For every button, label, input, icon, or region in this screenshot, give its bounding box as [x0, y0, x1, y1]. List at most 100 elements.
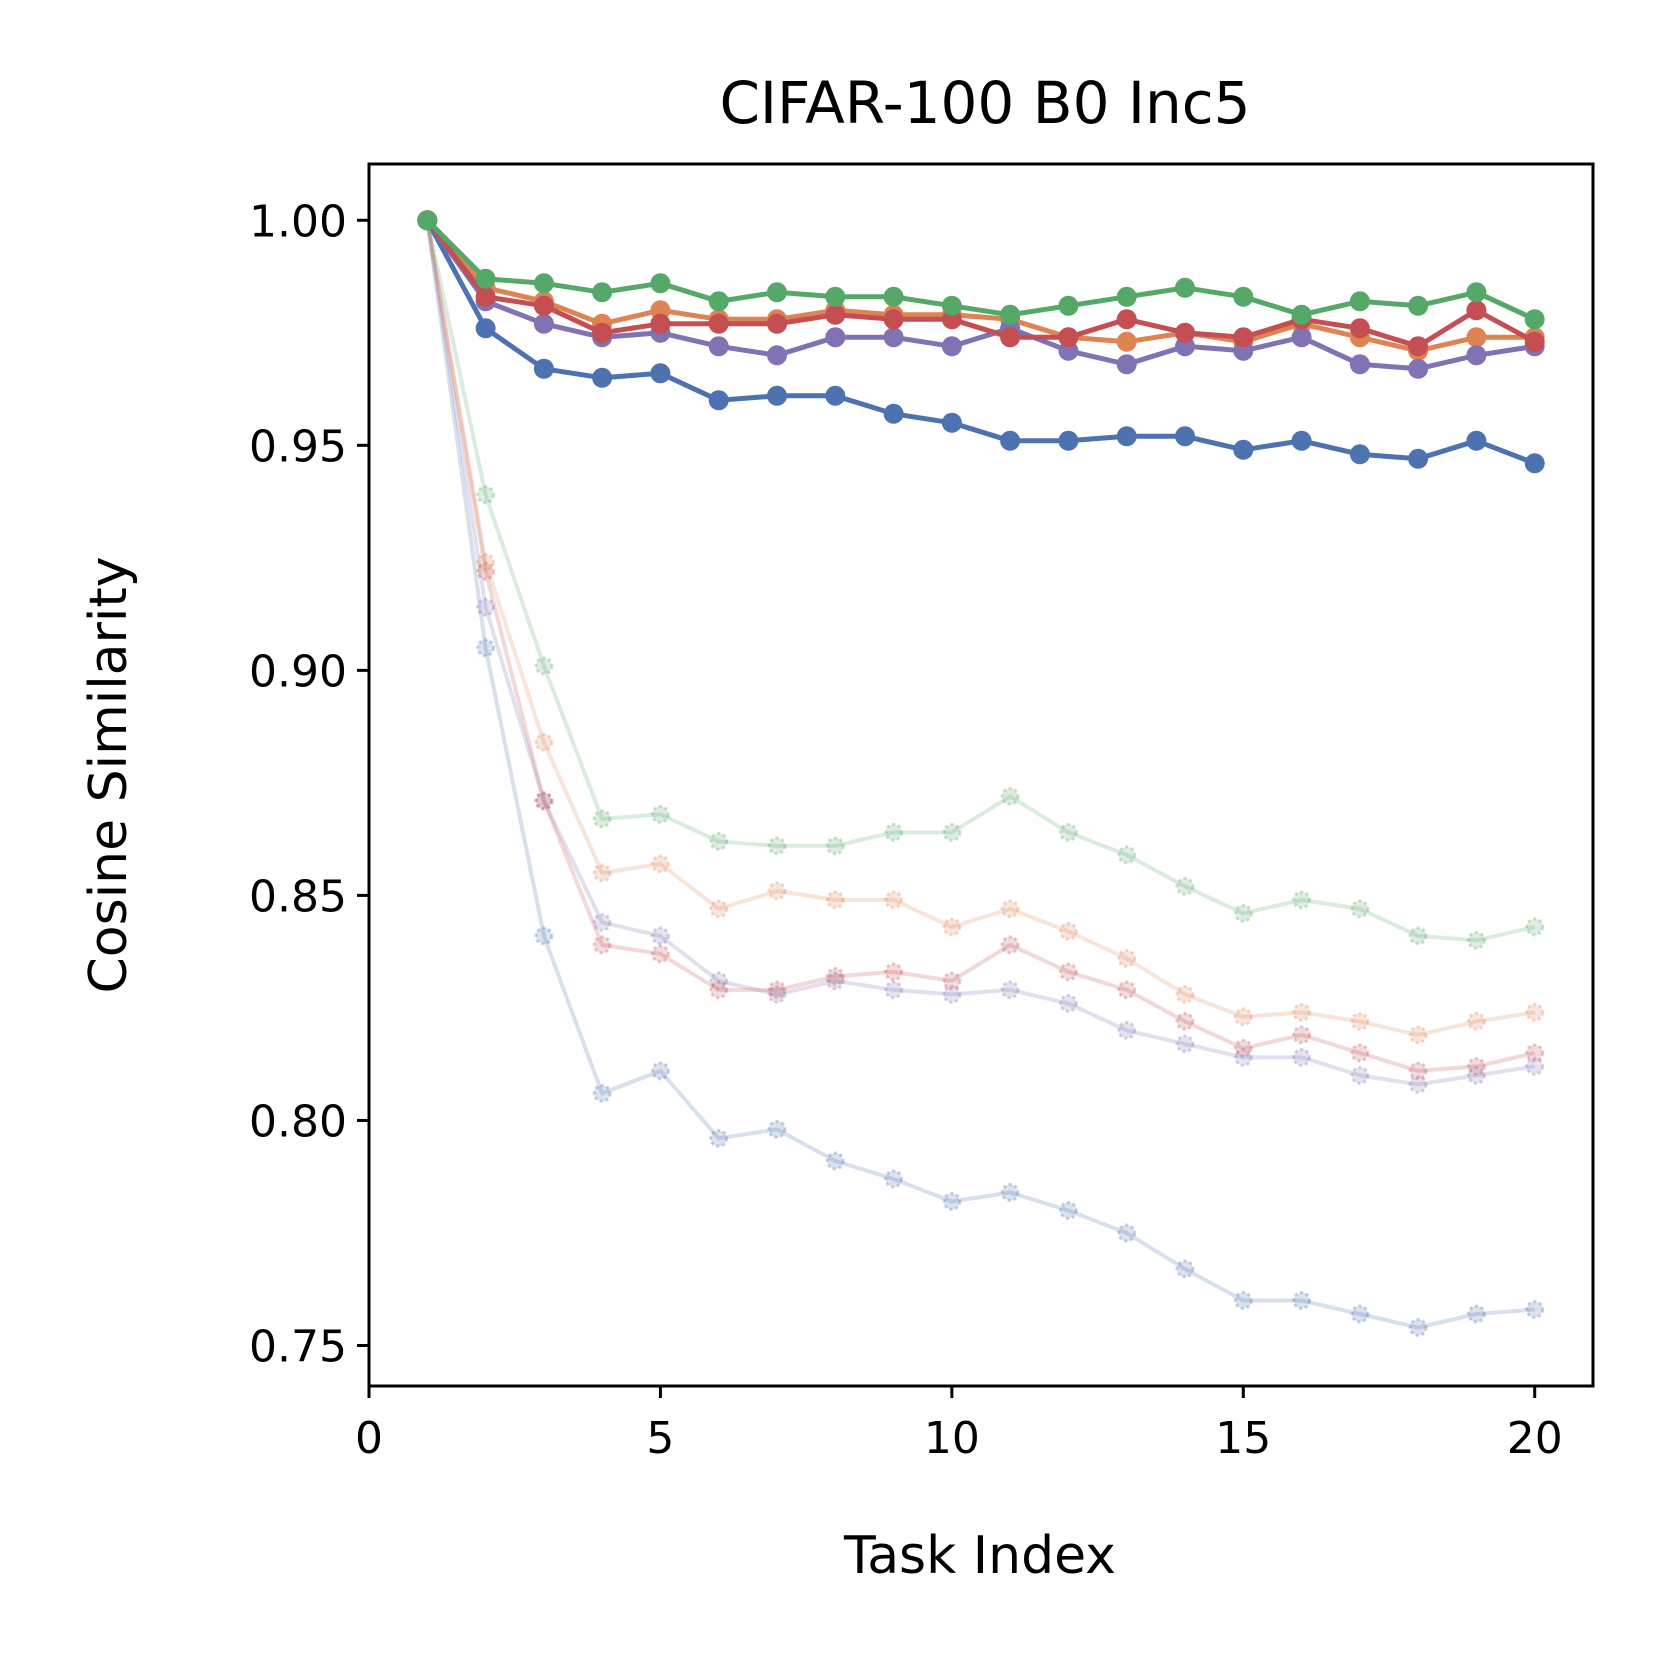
- data-point-purple-faded: [1233, 1047, 1253, 1067]
- data-point-red: [883, 309, 904, 330]
- data-point-green: [767, 282, 787, 303]
- data-point-red-faded: [1117, 980, 1137, 1000]
- data-point-blue-faded: [1525, 1300, 1545, 1319]
- data-point-blue-faded: [884, 1169, 904, 1189]
- y-tick-label: 1.00: [249, 196, 347, 247]
- data-point-blue-faded: [1058, 1201, 1078, 1220]
- y-axis-label: Cosine Similarity: [79, 557, 139, 994]
- data-point-red: [1233, 327, 1254, 348]
- x-axis-ticks: 0 5 10 15 20: [355, 1386, 1563, 1464]
- series-line-blue-faded: [425, 220, 1535, 1330]
- data-point-green: [941, 295, 962, 316]
- data-point-purple-faded: [942, 984, 962, 1004]
- data-point-blue: [1233, 439, 1254, 460]
- series-line-orange-faded: [425, 219, 1536, 1037]
- series-line-red-faded: [425, 219, 1536, 1073]
- series-green: [417, 210, 1545, 330]
- data-point-green: [883, 286, 904, 307]
- data-point-red: [650, 313, 671, 334]
- series-green-faded: [417, 210, 1545, 950]
- data-point-blue-faded: [1466, 1304, 1486, 1324]
- data-point-blue-faded: [476, 638, 496, 658]
- y-tick-label: 0.95: [249, 421, 347, 472]
- data-point-green: [1233, 286, 1254, 307]
- data-point-red: [1466, 300, 1487, 321]
- data-point-green: [1349, 291, 1370, 312]
- data-point-purple-faded: [1350, 1065, 1370, 1085]
- data-point-blue: [825, 385, 846, 406]
- data-point-blue: [533, 358, 554, 379]
- data-point-purple: [1116, 354, 1137, 375]
- data-point-green-faded: [825, 836, 845, 856]
- data-point-red-faded: [1233, 1038, 1253, 1058]
- x-tick-label: 5: [646, 1413, 674, 1464]
- data-point-orange-faded: [1292, 1002, 1312, 1022]
- data-point-red-faded: [1525, 1043, 1545, 1063]
- data-point-red: [1000, 327, 1021, 348]
- data-point-green-faded: [1233, 903, 1253, 923]
- data-point-orange-faded: [476, 552, 496, 572]
- data-point-green: [1466, 282, 1487, 303]
- data-point-red: [475, 286, 496, 307]
- data-point-red-faded: [767, 980, 787, 1000]
- data-point-green-faded: [1350, 899, 1370, 919]
- data-point-green-faded: [1408, 926, 1428, 946]
- data-point-purple-faded: [884, 980, 904, 1000]
- data-point-blue-faded: [1292, 1291, 1312, 1310]
- data-point-blue: [767, 385, 787, 406]
- data-point-blue: [1000, 430, 1021, 451]
- data-point-purple: [708, 336, 729, 357]
- data-point-purple-faded: [1058, 993, 1078, 1013]
- data-point-blue-faded: [592, 1083, 612, 1103]
- data-point-orange-faded: [1350, 1011, 1370, 1031]
- data-point-purple-faded: [1525, 1056, 1545, 1076]
- series-purple-faded: [417, 210, 1545, 1094]
- data-point-purple: [825, 327, 846, 348]
- data-point-purple: [941, 336, 962, 357]
- data-point-blue: [1408, 448, 1429, 469]
- data-point-green-faded: [1175, 876, 1195, 896]
- data-point-red: [767, 313, 787, 334]
- data-point-orange-faded: [1058, 921, 1078, 941]
- data-point-orange-faded: [1175, 984, 1195, 1004]
- data-point-blue-faded: [825, 1151, 845, 1171]
- y-tick-label: 0.75: [249, 1321, 347, 1372]
- data-point-green-faded: [650, 804, 670, 824]
- data-point-red: [592, 322, 613, 343]
- data-point-red-faded: [1292, 1025, 1312, 1045]
- data-point-red-faded: [709, 980, 729, 1000]
- data-point-red-faded: [1058, 962, 1078, 982]
- series-orange-faded: [417, 210, 1545, 1045]
- data-point-red-faded: [650, 944, 670, 964]
- data-point-blue: [592, 367, 613, 388]
- data-point-green-faded: [709, 831, 729, 851]
- data-point-purple-faded: [1466, 1065, 1486, 1085]
- data-point-orange-faded: [884, 890, 904, 910]
- data-point-orange-faded: [709, 899, 729, 919]
- x-tick-label: 10: [924, 1413, 980, 1464]
- data-point-orange-faded: [1525, 1002, 1545, 1022]
- data-point-blue: [883, 403, 904, 424]
- data-point-green: [417, 210, 438, 231]
- data-point-green: [650, 273, 671, 294]
- series-line-green-faded: [425, 219, 1536, 943]
- data-point-purple: [1466, 345, 1487, 366]
- data-point-red-faded: [1408, 1061, 1428, 1081]
- data-point-green-faded: [1058, 822, 1078, 842]
- data-point-green-faded: [942, 822, 962, 842]
- data-point-green-faded: [767, 836, 787, 856]
- data-point-purple: [1408, 358, 1429, 379]
- data-point-purple: [883, 327, 904, 348]
- data-point-green-faded: [476, 485, 496, 505]
- y-tick-label: 0.85: [249, 871, 347, 922]
- data-point-green: [1175, 277, 1195, 298]
- data-point-blue: [1116, 426, 1137, 447]
- data-point-purple: [1291, 327, 1312, 348]
- data-point-purple-faded: [534, 791, 554, 811]
- data-point-red: [1175, 322, 1195, 343]
- data-point-blue: [1349, 444, 1370, 465]
- data-point-blue: [708, 390, 729, 411]
- data-point-red: [533, 295, 554, 316]
- data-point-orange-faded: [1466, 1011, 1486, 1031]
